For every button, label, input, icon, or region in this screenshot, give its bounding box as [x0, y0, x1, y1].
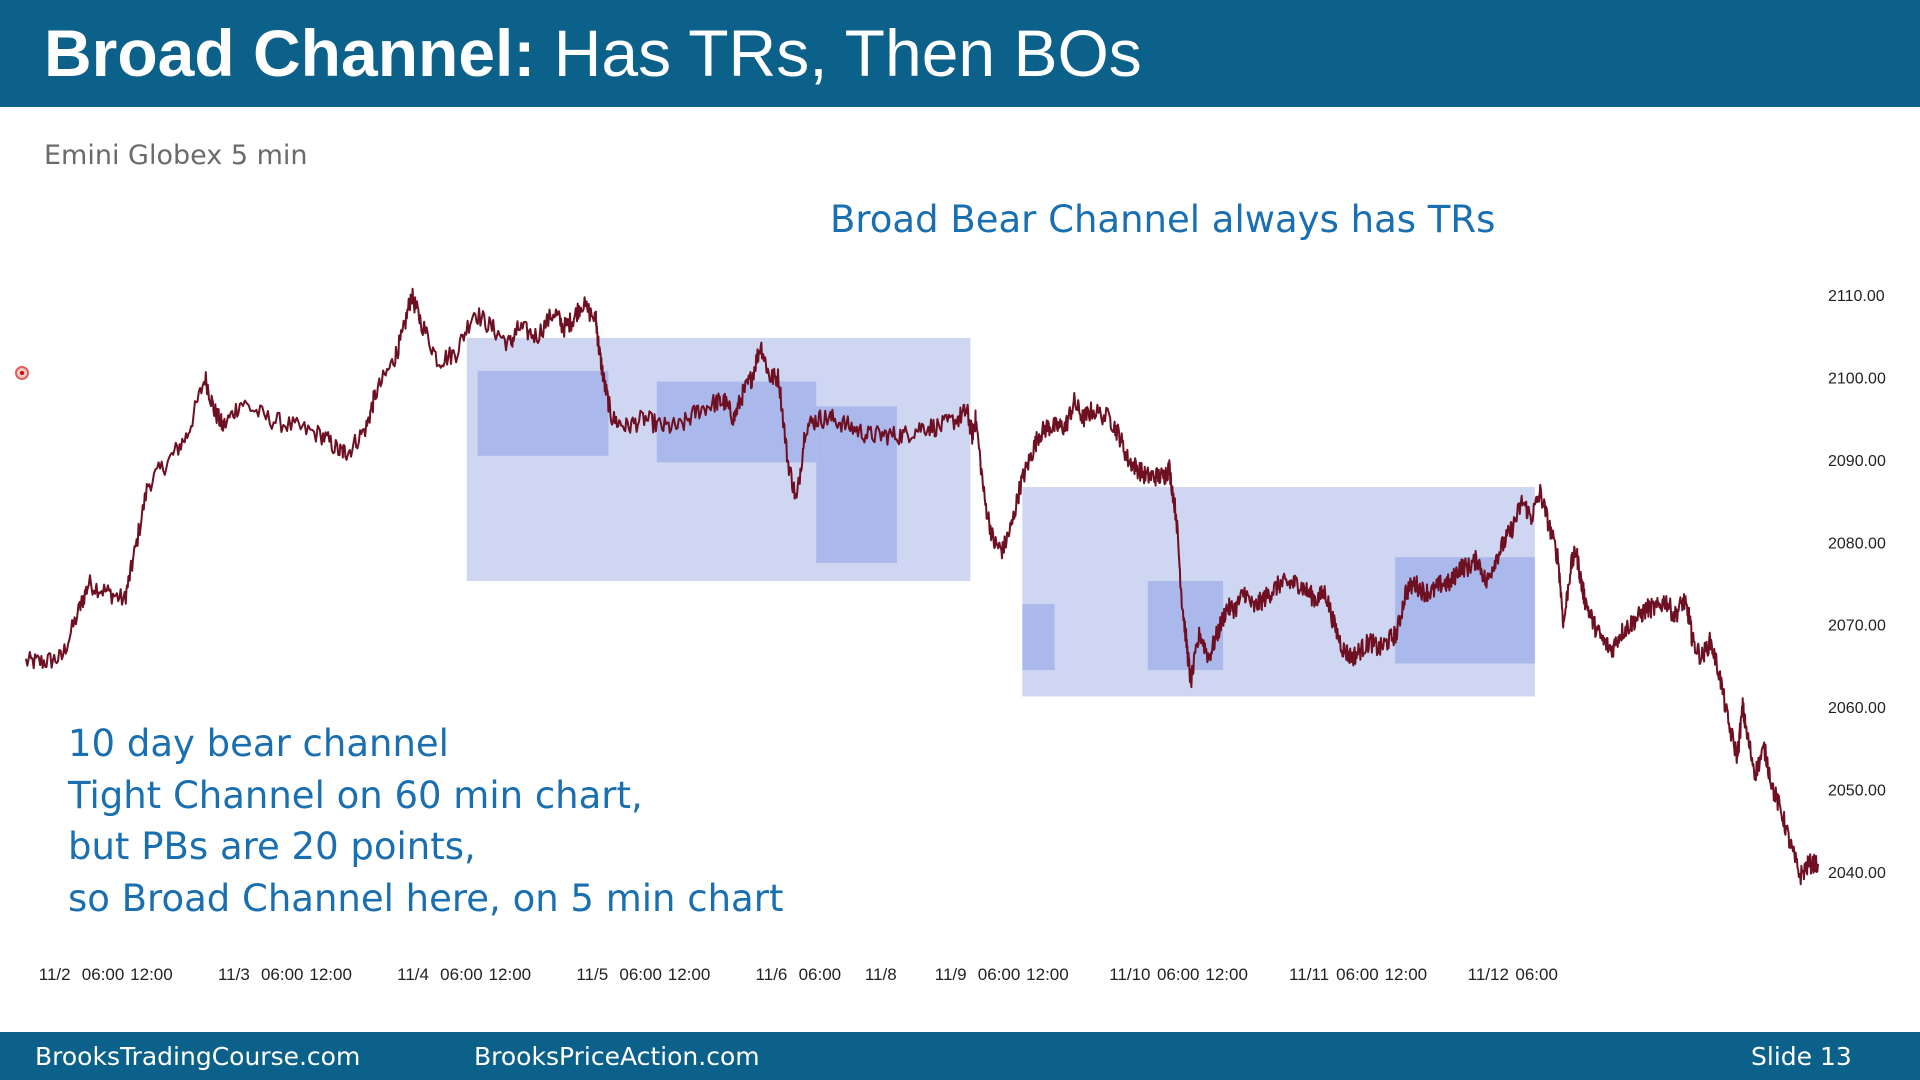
title-bar: Broad Channel: Has TRs, Then BOs	[0, 0, 1920, 107]
y-tick-label: 2090.00	[1828, 453, 1886, 470]
y-tick-label: 2070.00	[1828, 618, 1886, 635]
chart-subtitle: Emini Globex 5 min	[44, 140, 308, 171]
x-axis: 11/2 06:00 12:00 11/3 06:00 12:00 11/4 06:00 12:…	[39, 965, 1558, 984]
footer-website-priceaction: BrooksPriceAction.com	[474, 1042, 760, 1071]
annotation-line: Tight Channel on 60 min chart,	[68, 773, 643, 817]
y-tick-label: 2050.00	[1828, 783, 1886, 800]
x-tick-label: 11/3	[218, 965, 250, 984]
footer-bar: BrooksTradingCourse.com BrooksPriceActio…	[0, 1032, 1920, 1080]
annotation-line: 10 day bear channel	[68, 722, 449, 765]
x-tick-label: 06:00	[82, 965, 125, 984]
footer-website-course: BrooksTradingCourse.com	[35, 1042, 361, 1071]
y-tick-label: 2040.00	[1828, 865, 1886, 882]
x-tick-label: 06:00	[261, 965, 304, 984]
x-tick-label: 11/8	[865, 965, 897, 984]
x-tick-label: 06:00	[1157, 965, 1200, 984]
laser-pointer-icon	[15, 366, 29, 380]
x-tick-label: 11/2	[39, 965, 71, 984]
x-tick-label: 11/11	[1289, 965, 1329, 984]
x-tick-label: 12:00	[309, 965, 352, 984]
x-tick-label: 11/10	[1109, 965, 1150, 984]
price-series	[25, 287, 1819, 886]
y-tick-label: 2110.00	[1828, 288, 1885, 305]
y-tick-label: 2060.00	[1828, 700, 1886, 717]
x-tick-label: 11/9	[935, 965, 967, 984]
tight-range-box	[1022, 604, 1055, 671]
slide-number: Slide 13	[1751, 1042, 1852, 1071]
x-tick-label: 06:00	[978, 965, 1021, 984]
x-tick-label: 12:00	[1385, 965, 1428, 984]
y-tick-label: 2100.00	[1828, 370, 1886, 387]
trading-range-boxes	[466, 337, 1535, 697]
tight-range-box	[656, 381, 817, 463]
x-tick-label: 11/6	[756, 965, 788, 984]
x-tick-label: 12:00	[668, 965, 711, 984]
slide-title: Broad Channel: Has TRs, Then BOs	[44, 14, 1142, 92]
x-tick-label: 06:00	[1336, 965, 1379, 984]
slide-title-bold: Broad Channel:	[44, 16, 536, 90]
x-tick-label: 06:00	[619, 965, 662, 984]
annotation-line: but PBs are 20 points,	[68, 825, 476, 868]
x-tick-label: 12:00	[130, 965, 173, 984]
tight-range-box	[477, 370, 609, 456]
x-tick-label: 12:00	[1026, 965, 1069, 984]
x-tick-label: 12:00	[1205, 965, 1248, 984]
y-axis: 2110.00 2100.00 2090.00 2080.00 2070.00 2060.…	[1828, 288, 1886, 882]
x-tick-label: 06:00	[799, 965, 842, 984]
annotation-line: so Broad Channel here, on 5 min chart	[68, 876, 784, 920]
x-tick-label: 12:00	[489, 965, 532, 984]
x-tick-label: 11/12	[1468, 965, 1509, 984]
annotation-bear-channel-notes: 10 day bear channel Tight Channel on 60 …	[68, 718, 783, 924]
x-tick-label: 11/5	[576, 965, 608, 984]
price-line	[25, 287, 1819, 886]
annotation-broad-bear-channel: Broad Bear Channel always has TRs	[830, 198, 1496, 241]
y-tick-label: 2080.00	[1828, 535, 1886, 552]
x-tick-label: 06:00	[1515, 965, 1558, 984]
x-tick-label: 11/4	[397, 965, 429, 984]
x-tick-label: 06:00	[440, 965, 483, 984]
slide-title-rest: Has TRs, Then BOs	[535, 16, 1142, 90]
